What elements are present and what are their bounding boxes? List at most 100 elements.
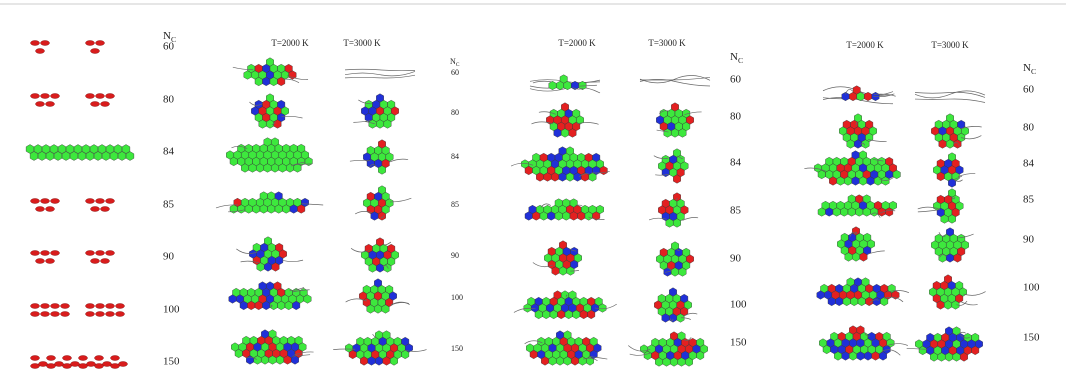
ring bbox=[230, 157, 237, 166]
ring bbox=[561, 129, 568, 138]
chain bbox=[345, 75, 415, 78]
ring bbox=[264, 164, 271, 173]
fragment bbox=[106, 251, 115, 256]
cluster bbox=[514, 291, 617, 319]
fragment bbox=[106, 199, 115, 204]
chain bbox=[915, 99, 985, 103]
row-label: 84 bbox=[730, 157, 742, 169]
fragment bbox=[96, 94, 105, 99]
row-label: 60 bbox=[730, 74, 742, 86]
nc-main: N bbox=[730, 51, 738, 63]
fragment bbox=[116, 312, 125, 317]
fragment bbox=[101, 259, 110, 264]
row-label: 80 bbox=[451, 108, 459, 117]
ring bbox=[954, 254, 961, 263]
figure: NC6080848590100150NCT=2000 KT=3000 K6080… bbox=[0, 0, 1066, 369]
ring bbox=[256, 164, 263, 173]
cluster bbox=[818, 195, 897, 218]
fragment bbox=[31, 94, 40, 99]
row-label: 80 bbox=[1023, 122, 1035, 134]
ring bbox=[882, 177, 889, 186]
cluster bbox=[525, 331, 608, 366]
row-label: 85 bbox=[163, 199, 175, 211]
fragment bbox=[36, 49, 45, 54]
cluster bbox=[837, 227, 884, 262]
ring bbox=[871, 208, 878, 217]
ring bbox=[878, 208, 885, 217]
ring bbox=[673, 175, 680, 184]
ring bbox=[673, 219, 680, 228]
ring bbox=[852, 253, 859, 262]
row-label: 150 bbox=[163, 356, 180, 368]
row-label: 90 bbox=[451, 251, 459, 260]
cluster bbox=[628, 332, 707, 367]
fragment bbox=[96, 41, 105, 46]
ring bbox=[275, 205, 282, 214]
ring bbox=[585, 212, 592, 221]
cluster bbox=[525, 199, 605, 221]
fragment bbox=[86, 251, 95, 256]
ring bbox=[845, 253, 852, 262]
nc-main: N bbox=[1023, 62, 1031, 74]
cluster bbox=[839, 114, 886, 149]
cluster bbox=[907, 327, 983, 362]
fragment bbox=[119, 362, 128, 367]
fragment bbox=[41, 312, 50, 317]
cluster bbox=[804, 151, 900, 186]
row-label: 60 bbox=[163, 41, 175, 53]
row-label: 80 bbox=[163, 94, 175, 106]
ring bbox=[844, 177, 851, 186]
ring bbox=[536, 173, 543, 182]
row-label: 84 bbox=[1023, 158, 1035, 170]
ring bbox=[849, 92, 856, 101]
fragment bbox=[31, 304, 40, 309]
ring bbox=[578, 212, 585, 221]
fragment bbox=[31, 41, 40, 46]
cluster bbox=[231, 330, 313, 365]
ring bbox=[286, 164, 293, 173]
ring bbox=[937, 172, 944, 181]
fragment bbox=[106, 94, 115, 99]
fragment bbox=[96, 304, 105, 309]
chain bbox=[915, 92, 985, 97]
temperature-header: T=3000 K bbox=[648, 38, 686, 48]
cluster bbox=[654, 149, 688, 184]
ring bbox=[946, 254, 953, 263]
ring bbox=[886, 208, 893, 217]
fragment bbox=[31, 364, 40, 369]
chain bbox=[682, 218, 698, 221]
cluster bbox=[931, 228, 973, 263]
chain bbox=[345, 71, 415, 75]
chain bbox=[533, 81, 552, 83]
fragment bbox=[86, 41, 95, 46]
fragment bbox=[96, 251, 105, 256]
ring bbox=[818, 208, 825, 217]
fragment bbox=[36, 207, 45, 212]
ring bbox=[848, 208, 855, 217]
ring bbox=[260, 205, 267, 214]
fragment bbox=[47, 356, 56, 361]
cluster bbox=[817, 278, 909, 306]
ring bbox=[852, 177, 859, 186]
chain bbox=[345, 69, 415, 70]
cluster bbox=[355, 186, 411, 221]
ring bbox=[556, 81, 563, 90]
ring bbox=[548, 212, 555, 221]
ring bbox=[874, 177, 881, 186]
fragment bbox=[31, 199, 40, 204]
fragment bbox=[61, 304, 70, 309]
ring bbox=[241, 164, 248, 173]
fragment bbox=[91, 49, 100, 54]
cluster bbox=[649, 193, 698, 228]
ring bbox=[263, 77, 270, 86]
fragment bbox=[79, 364, 88, 369]
row-label: 60 bbox=[451, 68, 459, 77]
ring bbox=[238, 205, 245, 214]
ring bbox=[837, 177, 844, 186]
cluster bbox=[929, 275, 985, 310]
ring bbox=[671, 129, 678, 138]
ring bbox=[664, 129, 671, 138]
ring bbox=[862, 140, 869, 149]
ring bbox=[666, 219, 673, 228]
chain bbox=[283, 260, 303, 261]
